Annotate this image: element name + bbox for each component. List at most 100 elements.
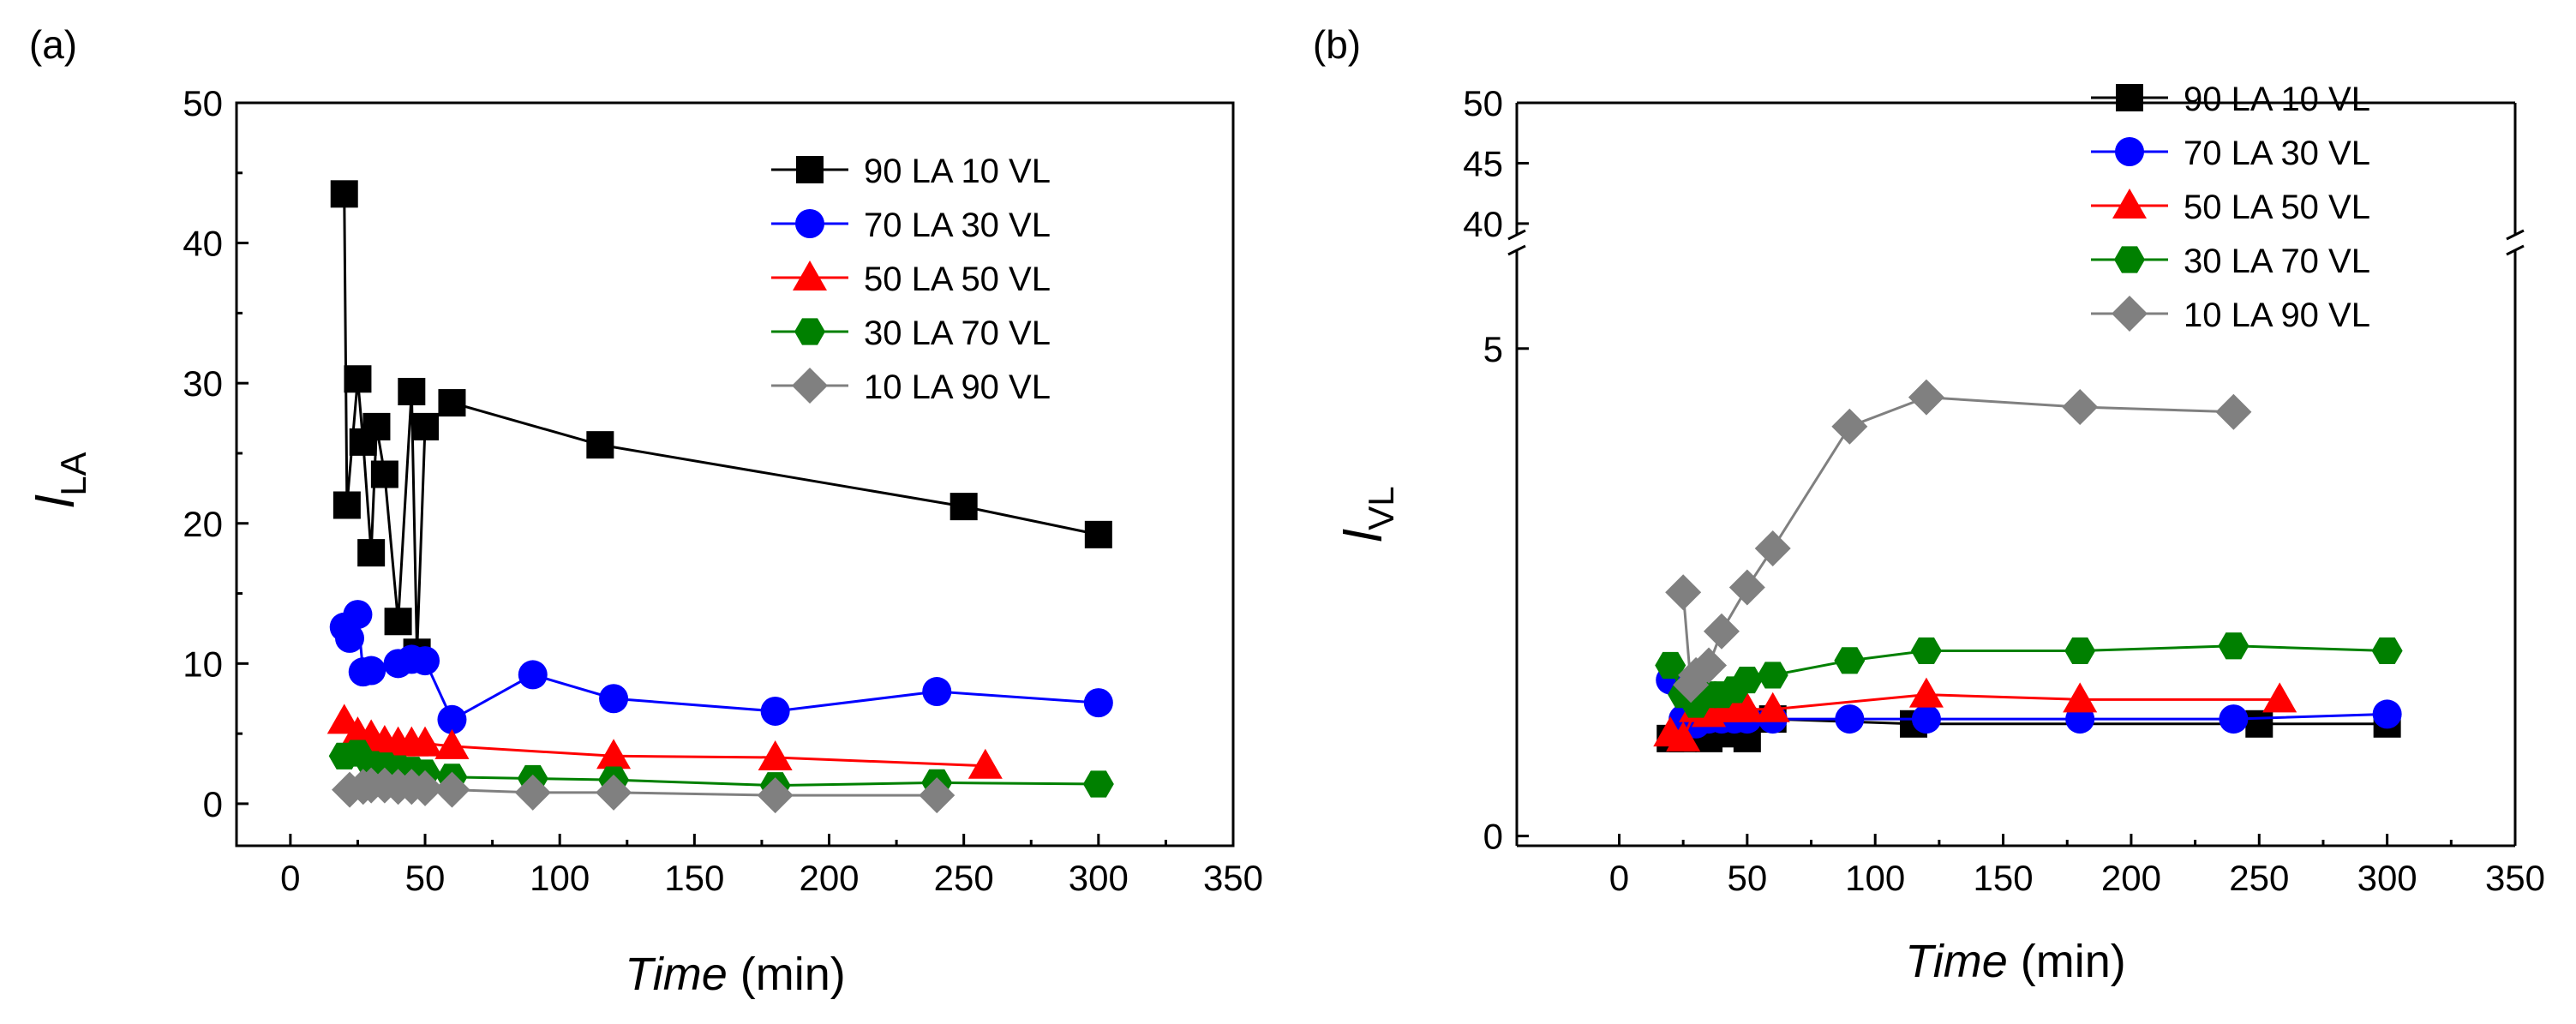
panel-b-legend-marker bbox=[2112, 189, 2147, 219]
panel-a-ytick-label: 50 bbox=[183, 83, 223, 123]
panel-b-legend-30-la-70-vl: 30 LA 70 VL bbox=[2184, 243, 2370, 280]
panel-b-point-50-la-50-vl bbox=[1729, 692, 1764, 722]
panel-a-legend-70-la-30-vl: 70 LA 30 VL bbox=[864, 207, 1051, 244]
panel-a-point-30-la-70-vl bbox=[1082, 770, 1114, 798]
panel-a-point-70-la-30-vl bbox=[437, 704, 467, 734]
panel-a-point-10-la-90-vl bbox=[596, 774, 632, 811]
panel-a-legend-marker bbox=[794, 318, 825, 345]
panel-a: 0 10 20 30 40 50 0 50 100 150 200 250 300 350 (a) Time … bbox=[27, 22, 1263, 1000]
panel-a-point-70-la-30-vl bbox=[343, 600, 373, 630]
panel-b-point-90-la-10-vl bbox=[2245, 710, 2273, 738]
panel-b-point-10-la-90-vl bbox=[1665, 574, 1702, 611]
panel-a-point-70-la-30-vl bbox=[922, 677, 952, 707]
panel-a-ytick-label: 30 bbox=[183, 363, 223, 404]
panel-b-point-30-la-70-vl bbox=[2371, 637, 2403, 665]
panel-a-frame bbox=[235, 101, 1235, 847]
panel-a-legend-marker bbox=[793, 260, 827, 290]
panel-a-series-10-la-90-vl bbox=[332, 767, 956, 814]
panel-b-point-50-la-50-vl bbox=[2262, 682, 2297, 713]
panel-a-point-70-la-30-vl bbox=[1083, 688, 1113, 718]
panel-b-xlabel: Time (min) bbox=[1905, 936, 2126, 987]
panel-a-point-70-la-30-vl bbox=[410, 646, 440, 676]
panel-b-point-50-la-50-vl bbox=[1908, 677, 1944, 708]
panel-b-ytick-label-lower: 0 bbox=[1483, 817, 1503, 857]
panel-a-series-90-la-10-vl bbox=[330, 180, 1112, 667]
panel-b-point-10-la-90-vl bbox=[1754, 530, 1791, 566]
panel-b-legend-marker bbox=[2115, 137, 2144, 166]
panel-a-xlabel-italic: Time bbox=[625, 949, 728, 1000]
panel-a-point-50-la-50-vl bbox=[967, 748, 1003, 779]
panel-b-point-10-la-90-vl bbox=[1691, 647, 1728, 684]
panel-a-legend-10-la-90-vl: 10 LA 90 VL bbox=[864, 368, 1051, 406]
panel-a-point-70-la-30-vl bbox=[356, 656, 386, 686]
panel-b-point-30-la-70-vl bbox=[1655, 651, 1686, 680]
panel-a-point-90-la-10-vl bbox=[362, 412, 391, 440]
panel-b-label: (b) bbox=[1313, 22, 1361, 67]
panel-b-xtick-label: 300 bbox=[2357, 858, 2417, 898]
panel-a-point-70-la-30-vl bbox=[760, 696, 790, 726]
panel-b-xtick-label: 50 bbox=[1727, 858, 1767, 898]
panel-b-legend-90-la-10-vl: 90 LA 10 VL bbox=[2184, 81, 2370, 118]
panel-b-legend-marker bbox=[2112, 296, 2148, 332]
panel-b-xtick-label: 250 bbox=[2229, 858, 2289, 898]
panel-a-ytick-label: 10 bbox=[183, 644, 223, 684]
panel-b-point-30-la-70-vl bbox=[1731, 667, 1763, 694]
panel-b-point-10-la-90-vl bbox=[2215, 393, 2252, 430]
panel-b-point-70-la-30-vl bbox=[2219, 704, 2249, 734]
panel-b-ytick-label-upper: 45 bbox=[1463, 143, 1503, 183]
panel-b-point-10-la-90-vl bbox=[1728, 569, 1765, 606]
panel-a-point-90-la-10-vl bbox=[950, 493, 978, 521]
panel-b-xlabel-italic: Time bbox=[1905, 936, 2008, 987]
panel-a-ylabel: lLA bbox=[27, 452, 93, 507]
panel-b-xtick-label: 150 bbox=[1974, 858, 2034, 898]
panel-a-line-70-la-30-vl bbox=[343, 614, 1099, 722]
panel-a-xlabel-unit: (min) bbox=[728, 949, 846, 1000]
panel-b-xtick-label: 100 bbox=[1845, 858, 1905, 898]
panel-a-point-90-la-10-vl bbox=[332, 491, 361, 519]
panel-a-point-10-la-90-vl bbox=[514, 774, 551, 811]
panel-b-point-10-la-90-vl bbox=[1908, 379, 1944, 416]
panel-b-point-30-la-70-vl bbox=[2218, 632, 2250, 660]
panel-b-xtick-label: 200 bbox=[2101, 858, 2161, 898]
panel-a-point-70-la-30-vl bbox=[518, 660, 548, 690]
panel-a-point-90-la-10-vl bbox=[438, 389, 466, 417]
panel-b-legend-marker bbox=[2114, 246, 2145, 273]
panel-a-point-10-la-90-vl bbox=[919, 777, 956, 814]
panel-b-legend-marker bbox=[2116, 84, 2143, 111]
panel-a-xtick-label: 150 bbox=[664, 858, 724, 898]
panel-a-point-90-la-10-vl bbox=[357, 539, 386, 567]
panel-a-ylabel-sub: LA bbox=[53, 452, 93, 495]
panel-a-xtick-label: 350 bbox=[1203, 858, 1263, 898]
panel-b-ylabel-main: l bbox=[1334, 529, 1393, 542]
panel-a-point-70-la-30-vl bbox=[599, 684, 629, 714]
panel-b-series-30-la-70-vl bbox=[1655, 632, 2403, 718]
panel-a-ytick-label: 20 bbox=[183, 504, 223, 544]
panel-b-point-70-la-30-vl bbox=[1835, 704, 1865, 734]
panel-b-ylabel-sub: VL bbox=[1361, 486, 1401, 530]
panel-b-point-50-la-50-vl bbox=[1666, 721, 1701, 752]
panel-a-legend-90-la-10-vl: 90 LA 10 VL bbox=[864, 153, 1051, 190]
panel-b-legend-50-la-50-vl: 50 LA 50 VL bbox=[2184, 189, 2370, 226]
panel-a-point-90-la-10-vl bbox=[398, 377, 426, 405]
panel-a-point-90-la-10-vl bbox=[411, 412, 440, 440]
panel-a-legend-marker bbox=[795, 209, 824, 238]
panel-a-xtick-label: 50 bbox=[405, 858, 446, 898]
panel-a-point-50-la-50-vl bbox=[434, 728, 470, 759]
panel-a-point-50-la-50-vl bbox=[758, 740, 793, 770]
panel-b-break-mark bbox=[1507, 244, 1526, 256]
panel-b-break-mark bbox=[2506, 229, 2525, 241]
panel-a-legend-30-la-70-vl: 30 LA 70 VL bbox=[864, 314, 1051, 352]
panel-a-point-90-la-10-vl bbox=[384, 608, 412, 636]
panel-a-xtick-label: 0 bbox=[280, 858, 300, 898]
panel-a-xlabel: Time (min) bbox=[625, 949, 846, 1000]
panel-a-point-50-la-50-vl bbox=[596, 739, 632, 769]
panel-a-legend-marker bbox=[796, 156, 824, 183]
panel-b-xtick-label: 0 bbox=[1609, 858, 1629, 898]
panel-a-point-10-la-90-vl bbox=[434, 771, 470, 808]
panel-a-ylabel-main: l bbox=[27, 494, 86, 508]
panel-b-point-30-la-70-vl bbox=[1910, 637, 1942, 665]
panel-b-point-10-la-90-vl bbox=[2062, 389, 2099, 426]
panel-a-point-90-la-10-vl bbox=[370, 460, 398, 488]
panel-b-break-mark bbox=[1507, 229, 1526, 241]
